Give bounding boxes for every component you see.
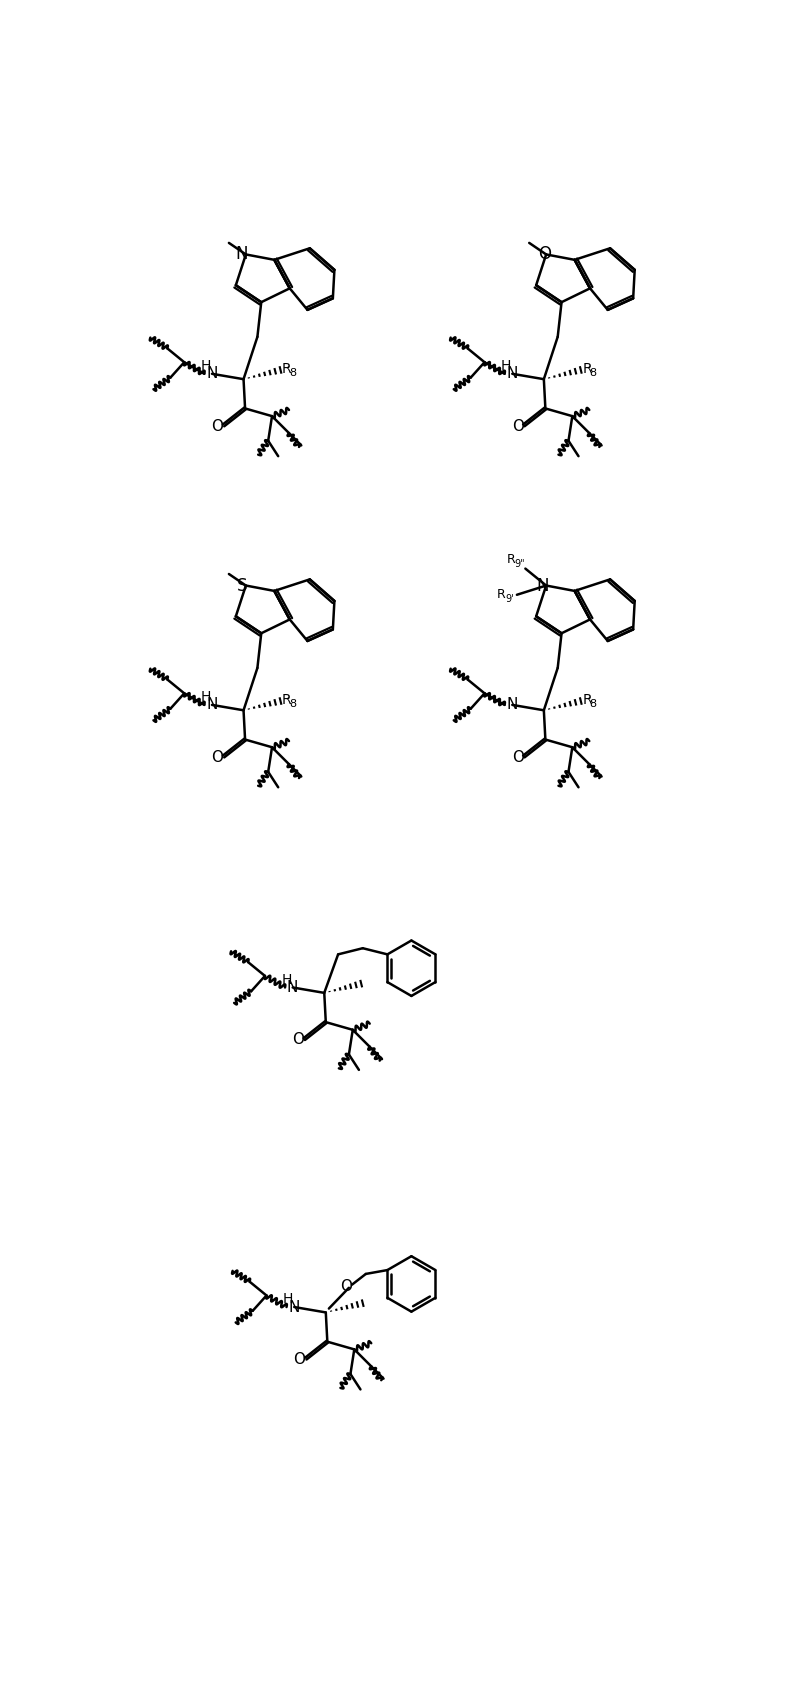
- Text: H: H: [200, 359, 211, 374]
- Text: 8: 8: [290, 699, 296, 709]
- Text: N: N: [536, 576, 548, 594]
- Text: R: R: [282, 694, 291, 707]
- Text: R: R: [582, 362, 592, 376]
- Text: O: O: [212, 419, 223, 434]
- Text: R: R: [582, 694, 592, 707]
- Text: H: H: [200, 690, 211, 704]
- Text: H: H: [501, 359, 511, 374]
- Text: S: S: [237, 576, 247, 594]
- Text: N: N: [206, 697, 217, 712]
- Text: R: R: [497, 588, 506, 601]
- Text: N: N: [507, 367, 518, 381]
- Text: 9": 9": [514, 559, 525, 569]
- Text: O: O: [212, 749, 223, 765]
- Text: 8: 8: [290, 369, 296, 377]
- Text: O: O: [539, 244, 551, 263]
- Text: N: N: [206, 367, 217, 381]
- Text: O: O: [341, 1278, 353, 1293]
- Text: 8: 8: [590, 369, 597, 377]
- Text: N: N: [236, 246, 248, 263]
- Text: O: O: [512, 419, 524, 434]
- Text: 8: 8: [590, 699, 597, 709]
- Text: R: R: [507, 552, 516, 566]
- Text: O: O: [292, 1032, 304, 1047]
- Text: N: N: [289, 1300, 300, 1315]
- Text: O: O: [512, 749, 524, 765]
- Text: R: R: [282, 362, 291, 376]
- Text: O: O: [294, 1352, 306, 1367]
- Text: H: H: [281, 973, 292, 987]
- Text: 9': 9': [505, 594, 513, 603]
- Text: N: N: [507, 697, 518, 712]
- Text: H: H: [283, 1292, 294, 1307]
- Text: N: N: [287, 980, 298, 995]
